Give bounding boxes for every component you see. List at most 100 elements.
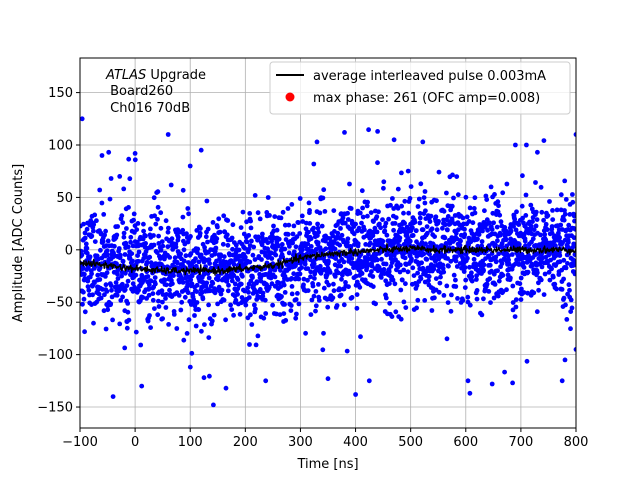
- scatter-point: [484, 281, 490, 287]
- scatter-point: [188, 302, 194, 307]
- scatter-point: [105, 307, 111, 313]
- scatter-point: [341, 302, 347, 308]
- scatter-point: [197, 230, 203, 236]
- scatter-point: [381, 267, 387, 272]
- scatter-point: [460, 215, 466, 221]
- scatter-point: [414, 283, 420, 288]
- scatter-point: [141, 228, 147, 234]
- scatter-point: [174, 260, 180, 266]
- scatter-point: [242, 288, 248, 294]
- scatter-point: [348, 206, 354, 211]
- scatter-point: [266, 284, 272, 290]
- scatter-point: [367, 240, 373, 246]
- scatter-point: [320, 347, 326, 353]
- scatter-point: [364, 203, 370, 209]
- scatter-point: [347, 181, 352, 187]
- scatter-point: [286, 222, 292, 228]
- scatter-point: [277, 312, 283, 317]
- scatter-point: [356, 225, 362, 231]
- scatter-point: [462, 285, 468, 290]
- scatter-point: [229, 307, 235, 312]
- scatter-point: [514, 209, 519, 215]
- scatter-point: [445, 256, 450, 261]
- scatter-point: [315, 221, 320, 227]
- scatter-point: [286, 250, 292, 256]
- scatter-point: [282, 246, 288, 252]
- scatter-point: [105, 252, 110, 258]
- scatter-point: [172, 255, 178, 261]
- scatter-point: [337, 287, 342, 293]
- scatter-point: [147, 313, 152, 318]
- scatter-point: [124, 226, 129, 231]
- scatter-point: [133, 272, 139, 278]
- scatter-point: [231, 312, 237, 318]
- scatter-point: [401, 210, 406, 216]
- scatter-point: [91, 222, 97, 227]
- scatter-point: [196, 259, 202, 265]
- scatter-point: [113, 280, 119, 285]
- x-tick-label: −100: [62, 435, 98, 450]
- scatter-point: [103, 282, 109, 288]
- scatter-point: [341, 259, 347, 265]
- scatter-point: [538, 277, 544, 283]
- scatter-point: [106, 260, 111, 266]
- scatter-point: [135, 253, 141, 258]
- scatter-point: [303, 330, 308, 336]
- scatter-point: [554, 286, 559, 292]
- scatter-point: [90, 292, 95, 298]
- scatter-point: [366, 251, 371, 257]
- scatter-point: [189, 281, 195, 287]
- scatter-point: [108, 176, 114, 181]
- scatter-point: [316, 282, 321, 287]
- scatter-point: [155, 216, 160, 222]
- scatter-point: [536, 280, 541, 286]
- scatter-point: [433, 259, 438, 264]
- scatter-point: [381, 185, 386, 191]
- scatter-point: [383, 295, 389, 301]
- scatter-point: [561, 276, 566, 282]
- scatter-point: [533, 209, 539, 215]
- scatter-point: [348, 245, 354, 250]
- scatter-point: [232, 281, 238, 287]
- scatter-point: [134, 227, 140, 233]
- scatter-point: [508, 236, 514, 242]
- scatter-point: [471, 256, 477, 262]
- scatter-point: [253, 306, 258, 312]
- scatter-point: [379, 256, 384, 262]
- scatter-point: [535, 270, 540, 276]
- scatter-point: [563, 265, 569, 271]
- scatter-point: [291, 271, 297, 277]
- legend-marker-max-phase: [285, 92, 295, 102]
- scatter-point: [513, 227, 519, 233]
- scatter-point: [360, 205, 365, 211]
- scatter-point: [204, 280, 210, 286]
- scatter-point: [255, 333, 261, 339]
- scatter-point: [89, 233, 95, 239]
- scatter-point: [98, 295, 104, 301]
- scatter-point: [317, 263, 323, 269]
- scatter-point: [471, 206, 477, 211]
- scatter-point: [230, 246, 235, 252]
- scatter-point: [299, 213, 305, 219]
- scatter-point: [153, 281, 158, 287]
- scatter-point: [399, 203, 404, 209]
- scatter-point: [503, 237, 509, 243]
- scatter-point: [124, 325, 130, 331]
- scatter-point: [136, 258, 141, 264]
- scatter-point: [533, 223, 539, 229]
- scatter-point: [224, 232, 230, 238]
- scatter-point: [492, 192, 497, 197]
- scatter-point: [422, 298, 428, 303]
- scatter-point: [312, 276, 317, 281]
- scatter-point: [150, 291, 156, 296]
- scatter-point: [273, 252, 279, 258]
- scatter-point: [151, 195, 157, 201]
- scatter-point: [360, 214, 366, 220]
- scatter-point: [130, 281, 136, 287]
- scatter-point: [250, 252, 256, 258]
- scatter-point: [194, 289, 200, 294]
- scatter-point: [163, 305, 169, 310]
- scatter-point: [317, 245, 323, 251]
- scatter-point: [550, 274, 556, 280]
- scatter-point: [160, 243, 166, 249]
